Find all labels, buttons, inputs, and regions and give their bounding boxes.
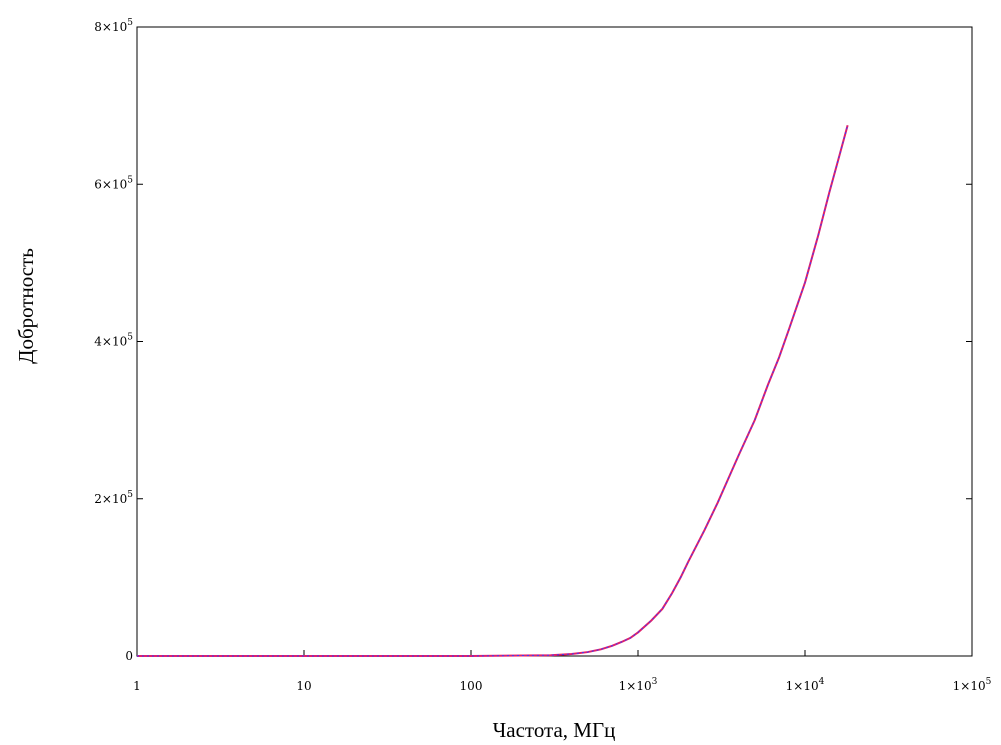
x-tick-label: 1×105 <box>953 677 992 693</box>
x-tick-label: 100 <box>460 679 483 693</box>
y-tick-label: 0 <box>125 649 133 663</box>
y-tick-label: 8×105 <box>94 18 133 34</box>
y-tick-label: 6×105 <box>94 175 133 191</box>
y-tick-label: 2×105 <box>94 490 133 506</box>
series-line-dotted <box>137 125 849 657</box>
y-tick-label: 4×105 <box>94 333 133 349</box>
y-axis-ticks: 0 2×105 4×105 6×105 8×105 <box>94 18 972 663</box>
x-tick-label: 1 <box>133 679 141 693</box>
x-tick-label: 10 <box>296 679 311 693</box>
x-axis-title: Частота, МГц <box>493 718 616 742</box>
series-layer <box>137 125 849 657</box>
x-tick-label: 1×103 <box>619 677 658 693</box>
x-axis-ticks: 1 10 100 1×103 1×104 1×105 <box>133 650 992 693</box>
x-tick-label: 1×104 <box>786 677 825 693</box>
y-axis-title: Добротность <box>14 248 38 364</box>
plot-area <box>136 26 973 657</box>
